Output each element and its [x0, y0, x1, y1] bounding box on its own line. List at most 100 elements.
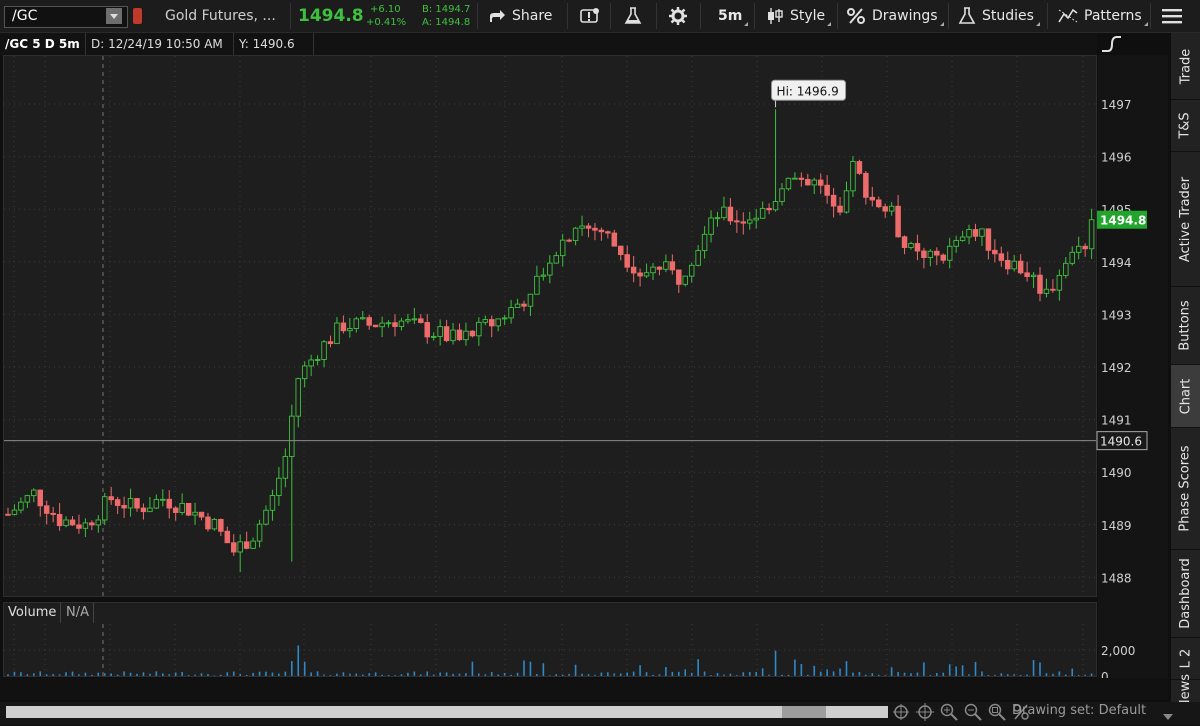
drawings-button[interactable]: Drawings	[846, 0, 944, 32]
volume-bar	[742, 672, 745, 676]
crosshair-y: Y: 1490.6	[234, 33, 314, 55]
percent-scale-icon[interactable]	[1012, 703, 1030, 721]
volume-bar	[619, 673, 622, 676]
candle-body	[256, 523, 263, 542]
studies-button[interactable]: Studies	[958, 0, 1040, 32]
volume-bar	[671, 671, 674, 676]
price-tick-label: 1492	[1101, 361, 1132, 375]
candle-body	[153, 499, 160, 509]
volume-bar	[349, 673, 351, 676]
candle-body	[140, 507, 147, 513]
candle-body	[805, 178, 811, 186]
link-lock-icon[interactable]	[133, 8, 142, 24]
candle-body	[237, 541, 243, 553]
candle-body	[489, 319, 495, 327]
alert-button[interactable]	[580, 0, 606, 32]
volume-bar	[174, 672, 177, 676]
zoom-out-icon[interactable]	[964, 703, 982, 721]
volume-bar	[336, 673, 338, 676]
volume-bar	[523, 660, 525, 676]
price-chart[interactable]: 1488148914901491149214931494149514961497…	[0, 0, 1170, 702]
volume-bar	[658, 674, 661, 676]
patterns-button[interactable]: Patterns	[1058, 0, 1148, 32]
candle-body	[914, 243, 921, 252]
zoom-fit-icon[interactable]	[988, 703, 1006, 721]
horizontal-scrollbar[interactable]	[6, 706, 888, 718]
sidebar-tab-dashboard[interactable]: Dashboard	[1171, 550, 1200, 638]
candle-body	[1056, 274, 1063, 291]
candle-body	[134, 498, 140, 509]
volume-bar	[774, 650, 777, 676]
candle-body	[850, 161, 856, 192]
candle-body	[843, 190, 850, 213]
sidebar-tab-active-trader[interactable]: Active Trader	[1171, 152, 1200, 287]
candle-body	[985, 228, 992, 251]
candle-body	[966, 229, 972, 238]
volume-bar	[1032, 659, 1035, 676]
sidebar-tab-l2[interactable]: L 2	[1171, 638, 1200, 680]
volume-bar	[239, 673, 241, 676]
candle-body	[76, 524, 82, 529]
candle-body	[759, 207, 766, 219]
volume-bar	[678, 671, 680, 676]
drawing-set-dropdown[interactable]	[1162, 707, 1174, 726]
chart-header: /GC 5 D 5m D: 12/24/19 10:50 AM Y: 1490.…	[0, 33, 1097, 55]
sidebar-tab-news[interactable]: News	[1171, 673, 1200, 709]
candle-body	[1017, 260, 1024, 274]
volume-bar	[387, 675, 390, 676]
candle-body	[605, 231, 611, 234]
candle-body	[830, 194, 837, 207]
chevron-down-icon	[1163, 714, 1173, 720]
candle-body	[637, 272, 643, 277]
symbol-dropdown-button[interactable]	[106, 8, 122, 24]
volume-bar	[78, 674, 80, 676]
candle-body	[263, 509, 269, 525]
zoom-in-icon[interactable]	[940, 703, 958, 721]
timeframe-button[interactable]: 5m	[718, 0, 749, 32]
candle-body	[372, 324, 379, 328]
chart-trend-icon[interactable]	[1100, 34, 1122, 58]
candle-body	[1005, 259, 1011, 270]
style-button[interactable]: Style	[766, 0, 832, 32]
sidebar-tab-trade[interactable]: Trade	[1171, 33, 1200, 100]
volume-bar	[613, 673, 616, 676]
candle-body	[192, 511, 198, 516]
candle-body	[572, 227, 579, 242]
candle-body	[95, 519, 102, 526]
sidebar-tab-ts[interactable]: T&S	[1171, 100, 1200, 152]
volume-bar	[1039, 662, 1041, 676]
volume-bar	[194, 674, 196, 676]
scrollbar-thumb[interactable]	[782, 706, 826, 718]
high-marker-label: Hi: 1496.9	[777, 84, 839, 98]
share-button[interactable]: Share	[488, 0, 552, 32]
candle-body	[837, 205, 843, 213]
volume-bar	[168, 674, 171, 676]
candle-body	[37, 489, 44, 507]
settings-button[interactable]	[669, 0, 693, 32]
candle-body	[89, 522, 95, 526]
volume-panel: Volume N/A	[3, 602, 1097, 677]
volume-bar	[561, 674, 564, 676]
drawing-set-label[interactable]: Drawing set: Default	[1012, 703, 1147, 718]
sidebar-tab-phase-scores[interactable]: Phase Scores	[1171, 428, 1200, 550]
sidebar-tab-chart[interactable]: Chart	[1171, 365, 1200, 428]
pan-icon[interactable]	[892, 703, 910, 721]
candle-body	[340, 322, 347, 332]
volume-bar	[329, 675, 332, 676]
sidebar-tab-buttons[interactable]: Buttons	[1171, 287, 1200, 365]
candle-body	[798, 177, 805, 180]
candle-body	[611, 232, 618, 247]
volume-title: Volume	[4, 603, 62, 623]
menu-button[interactable]	[1162, 0, 1188, 32]
candle-body	[953, 240, 959, 247]
crosshair-price-box	[1096, 431, 1148, 451]
symbol-input[interactable]	[4, 6, 128, 28]
candle-body	[1063, 262, 1069, 276]
candle-body	[456, 329, 463, 341]
volume-bar	[697, 659, 699, 676]
crosshair-icon[interactable]	[916, 703, 934, 721]
candle-body	[1037, 274, 1043, 294]
volume-bar	[497, 674, 499, 676]
candle-body	[314, 359, 321, 361]
flask-button[interactable]	[624, 0, 648, 32]
